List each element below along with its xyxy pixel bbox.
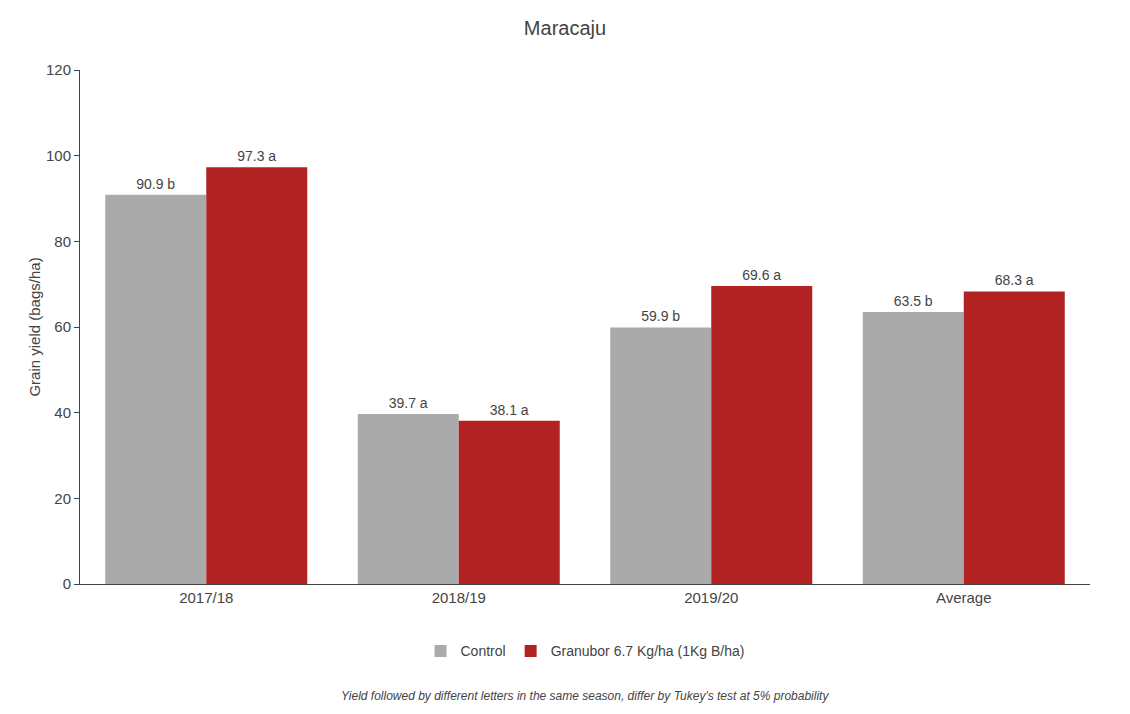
svg-text:Yield followed by different le: Yield followed by different letters in t…: [341, 689, 829, 703]
svg-text:68.3 a: 68.3 a: [995, 272, 1034, 288]
svg-text:Control: Control: [461, 643, 506, 659]
svg-text:0: 0: [63, 575, 71, 592]
svg-text:69.6 a: 69.6 a: [742, 267, 781, 283]
svg-text:90.9 b: 90.9 b: [136, 176, 175, 192]
svg-text:2018/19: 2018/19: [432, 589, 486, 606]
svg-text:100: 100: [46, 147, 71, 164]
svg-text:40: 40: [54, 404, 71, 421]
svg-text:97.3 a: 97.3 a: [237, 148, 276, 164]
svg-text:39.7 a: 39.7 a: [389, 395, 428, 411]
svg-text:59.9 b: 59.9 b: [641, 308, 680, 324]
svg-text:38.1 a: 38.1 a: [490, 402, 529, 418]
svg-text:2019/20: 2019/20: [684, 589, 738, 606]
svg-text:120: 120: [46, 61, 71, 78]
svg-text:60: 60: [54, 318, 71, 335]
svg-text:Granubor 6.7 Kg/ha (1Kg B/ha): Granubor 6.7 Kg/ha (1Kg B/ha): [551, 643, 745, 659]
svg-text:63.5 b: 63.5 b: [894, 293, 933, 309]
svg-text:2017/18: 2017/18: [179, 589, 233, 606]
svg-text:Grain yield (bags/ha): Grain yield (bags/ha): [26, 257, 43, 396]
svg-text:Average: Average: [936, 589, 992, 606]
svg-text:80: 80: [54, 233, 71, 250]
svg-text:Maracaju: Maracaju: [524, 17, 606, 39]
svg-text:20: 20: [54, 490, 71, 507]
